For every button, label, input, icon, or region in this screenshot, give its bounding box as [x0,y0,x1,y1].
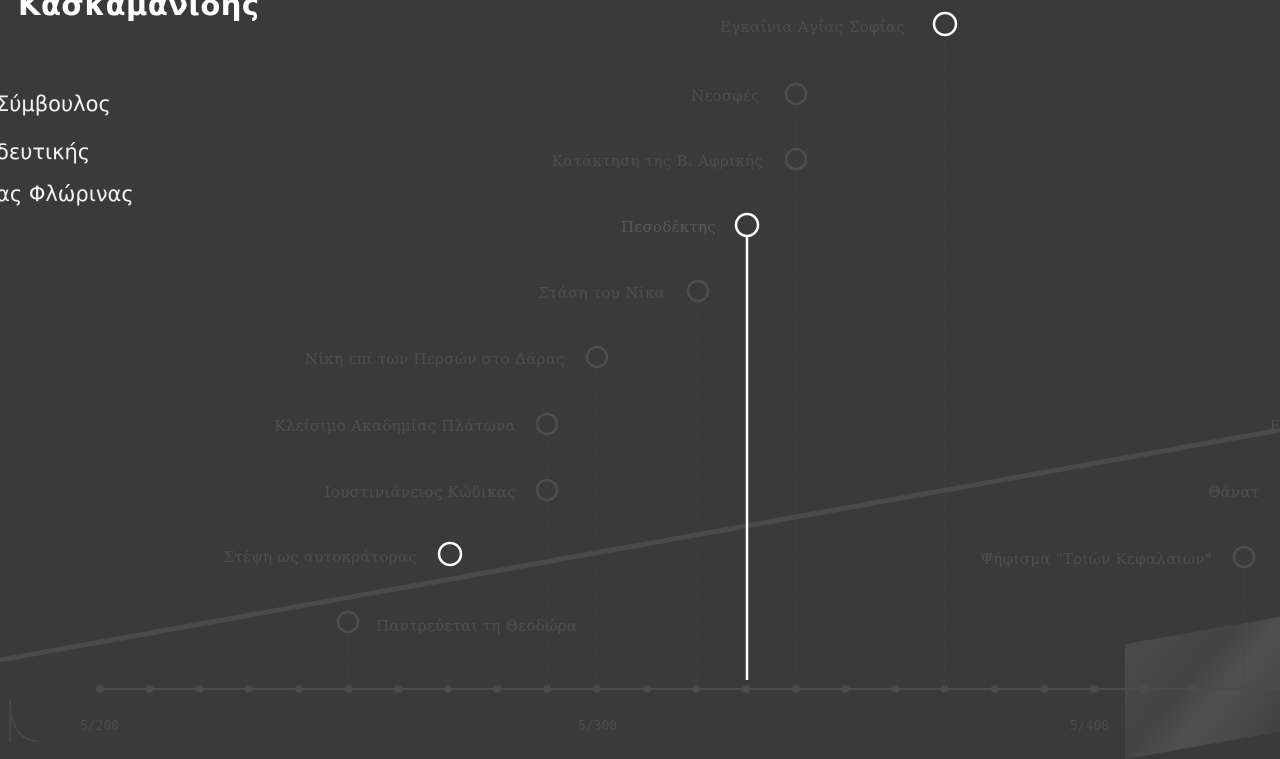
timeline-svg: 5/200 5/300 5/400 Εγκαίνια Αγίας Σοφίας … [0,11,1280,742]
event-label: Κλείσιμο Ακαδημίας Πλάτωνα [274,417,516,435]
axis-tick [692,685,701,693]
event-marker[interactable] [686,279,710,303]
axis-tick [543,685,552,693]
event-marker[interactable] [336,610,360,634]
event-marker[interactable] [784,82,808,106]
axis-tick [294,685,303,693]
event-label: Εγκαίνια Αγίας Σοφίας [720,18,905,36]
axis-ticks [96,685,1248,693]
event-label: Νίκη επί των Περσών στο Δάρας [305,350,565,368]
axis-tick [443,685,452,693]
axis-tick [642,685,651,693]
event-label: Ε [1270,417,1280,435]
axis-tick [891,685,900,693]
axis-tick [245,685,254,693]
event-marker[interactable] [1232,545,1256,569]
axis-tick [1239,685,1248,693]
subtitle-line-2: δευτικής [0,140,91,164]
event-label: Παντρεύεται τη Θεοδώρα [376,617,577,635]
tick-label-2: 5/300 [578,719,617,734]
subtitle-line-1: Σύμβουλος [0,92,111,116]
axis-tick [493,685,502,693]
axis-tick [841,685,850,693]
event-label: Ιουστινιάνειος Κώδικας [325,483,516,501]
tick-label-1: 5/200 [80,719,119,734]
event-label: Στέψη ως αυτοκράτορας [224,548,417,566]
event-label: Πεσοδέκτης [621,218,716,236]
axis-tick [1090,685,1098,693]
axis-tick [1139,685,1148,693]
event-marker[interactable] [784,147,808,171]
tick-label-group: 5/200 5/300 5/400 [80,719,1109,734]
event-label: Ψήφισμα "Τριών Κεφαλαίων" [980,550,1212,568]
event-marker[interactable] [585,345,609,369]
event-label: Κατάκτηση της Β. Αφρικής [552,152,763,170]
event-label: Θάνατ [1208,483,1259,501]
axis-tick [96,685,104,693]
event-marker-active[interactable] [734,212,760,238]
axis-tick [344,685,353,693]
page-title: Κασκαμανίδης [18,0,260,22]
frame-corner [9,699,41,742]
axis-tick [145,685,154,693]
axis-tick [394,685,403,693]
axis-tick [1040,685,1049,693]
subtitle-line-3: ας Φλώρινας [0,182,134,206]
axis-tick [791,685,800,693]
event-marker[interactable] [535,478,559,502]
event-label: Νεοσφές [691,87,760,105]
event-label: Στάση του Νίκα [538,284,665,302]
tick-label-3: 5/400 [1070,719,1109,734]
progress-line [0,427,1280,663]
axis-tick [1189,685,1198,693]
event-marker[interactable] [535,412,559,436]
axis-tick [990,685,999,693]
axis-tick [742,685,751,693]
event-marker-hagia-sophia[interactable] [932,11,958,37]
axis-tick [195,685,204,693]
axis-tick [940,685,949,693]
event-marker-coronation[interactable] [437,541,463,567]
